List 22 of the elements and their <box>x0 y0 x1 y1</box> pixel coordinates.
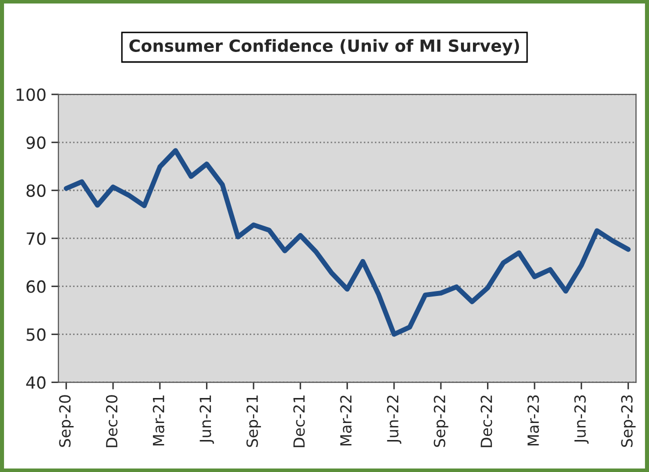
y-tick-label: 80 <box>26 184 46 197</box>
x-tick-label: Sep-21 <box>246 396 261 447</box>
y-tick-label: 40 <box>26 376 46 389</box>
x-tick-label: Mar-23 <box>527 395 539 446</box>
x-tick-label: Jun-22 <box>386 396 402 444</box>
y-tick-label: 90 <box>26 136 46 149</box>
x-tick-label: Dec-22 <box>480 396 492 448</box>
y-tick-label: 60 <box>26 280 46 293</box>
y-tick-label: 70 <box>26 232 46 245</box>
x-tick-label: Jun-21 <box>200 396 214 444</box>
x-tick-label: Sep-22 <box>434 396 448 447</box>
x-tick-label: Mar-22 <box>340 396 352 446</box>
chart-title: Consumer Confidence (Univ of MI Survey) <box>129 39 519 56</box>
x-tick-label: Mar-21 <box>152 396 164 446</box>
x-tick-label: Sep-23 <box>621 395 636 447</box>
line-series <box>64 148 631 337</box>
x-tick-label: Sep-20 <box>59 395 74 447</box>
y-tick-label: 100 <box>16 88 46 101</box>
x-tick-label: Jun-23 <box>574 395 589 444</box>
y-tick-label: 50 <box>26 328 46 341</box>
x-tick-label: Dec-21 <box>293 396 305 448</box>
x-tick-label: Dec-20 <box>106 395 118 448</box>
